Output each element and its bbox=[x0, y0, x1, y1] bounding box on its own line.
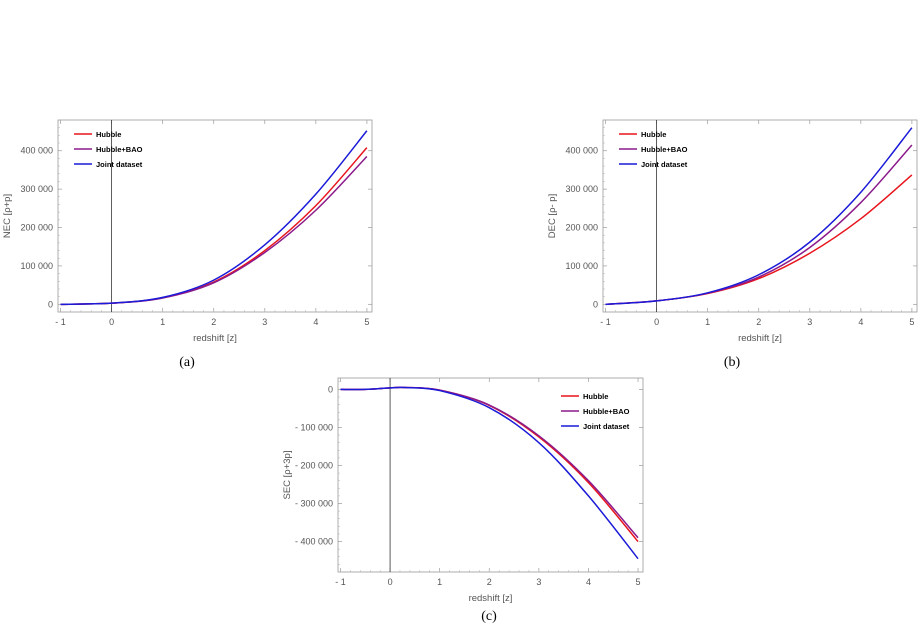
y-tick-label: 0 bbox=[593, 299, 598, 309]
figure-caption: (b) bbox=[724, 355, 741, 370]
y-tick-label: 0 bbox=[48, 299, 53, 309]
y-tick-label: 300 000 bbox=[20, 184, 53, 194]
x-tick-label: 3 bbox=[262, 317, 267, 327]
legend-label: Hubble bbox=[641, 130, 666, 139]
x-axis-label: redshift [z] bbox=[738, 333, 782, 344]
legend-label: Hubble+BAO bbox=[583, 407, 630, 416]
legend-label: Joint dataset bbox=[583, 422, 630, 431]
y-tick-label: 400 000 bbox=[20, 146, 53, 156]
x-tick-label: 2 bbox=[756, 317, 761, 327]
legend-label: Hubble bbox=[583, 392, 608, 401]
y-tick-label: 0 bbox=[328, 384, 333, 394]
figure-caption: (c) bbox=[481, 609, 497, 624]
x-tick-label: 1 bbox=[160, 317, 165, 327]
x-tick-label: 4 bbox=[858, 317, 863, 327]
plot-frame bbox=[57, 119, 373, 313]
y-tick-label: 100 000 bbox=[565, 261, 598, 271]
x-tick-label: 0 bbox=[388, 577, 393, 587]
series-line-joint-dataset bbox=[605, 127, 913, 306]
x-tick-label: 2 bbox=[211, 317, 216, 327]
y-tick-label: - 400 000 bbox=[295, 537, 333, 547]
y-axis-label: SEC [ρ+3p] bbox=[282, 451, 293, 500]
x-axis-label: redshift [z] bbox=[469, 593, 513, 604]
y-tick-label: - 200 000 bbox=[295, 460, 333, 470]
legend-label: Hubble+BAO bbox=[96, 145, 143, 154]
x-tick-label: 0 bbox=[109, 317, 114, 327]
x-tick-label: - 1 bbox=[600, 317, 611, 327]
series-line-joint-dataset bbox=[60, 130, 368, 306]
legend-label: Hubble+BAO bbox=[641, 145, 688, 154]
plot-frame bbox=[337, 377, 644, 573]
series-line-joint-dataset bbox=[340, 386, 639, 560]
y-tick-label: 200 000 bbox=[20, 223, 53, 233]
plot-frame bbox=[602, 119, 918, 313]
x-tick-label: 1 bbox=[705, 317, 710, 327]
x-tick-label: 4 bbox=[313, 317, 318, 327]
x-tick-label: 3 bbox=[807, 317, 812, 327]
figure-caption: (a) bbox=[179, 355, 195, 370]
x-axis-label: redshift [z] bbox=[193, 333, 237, 344]
y-tick-label: 100 000 bbox=[20, 261, 53, 271]
series-line-hubble bbox=[605, 174, 913, 306]
legend-label: Joint dataset bbox=[96, 160, 143, 169]
x-tick-label: 5 bbox=[909, 317, 914, 327]
legend-label: Joint dataset bbox=[641, 160, 688, 169]
x-tick-label: 5 bbox=[636, 577, 641, 587]
x-tick-label: 4 bbox=[586, 577, 591, 587]
x-tick-label: 5 bbox=[364, 317, 369, 327]
x-tick-label: 3 bbox=[536, 577, 541, 587]
y-tick-label: 400 000 bbox=[565, 146, 598, 156]
x-tick-label: 1 bbox=[437, 577, 442, 587]
y-axis-label: DEC [ρ- p] bbox=[547, 194, 558, 238]
chart-c: - 1 0 1 2 3 4 5 0 - 100 000 - 200 000 - 300 000 - 4… bbox=[282, 377, 644, 624]
y-tick-label: - 300 000 bbox=[295, 499, 333, 509]
x-tick-label: 2 bbox=[487, 577, 492, 587]
y-axis-label: NEC [ρ+p] bbox=[2, 194, 13, 238]
y-tick-label: 200 000 bbox=[565, 223, 598, 233]
x-tick-label: - 1 bbox=[55, 317, 66, 327]
series-line-hubble-bao bbox=[60, 155, 368, 306]
x-tick-label: 0 bbox=[654, 317, 659, 327]
y-tick-label: - 100 000 bbox=[295, 422, 333, 432]
y-tick-label: 300 000 bbox=[565, 184, 598, 194]
x-tick-label: - 1 bbox=[335, 577, 346, 587]
legend-label: Hubble bbox=[96, 130, 121, 139]
